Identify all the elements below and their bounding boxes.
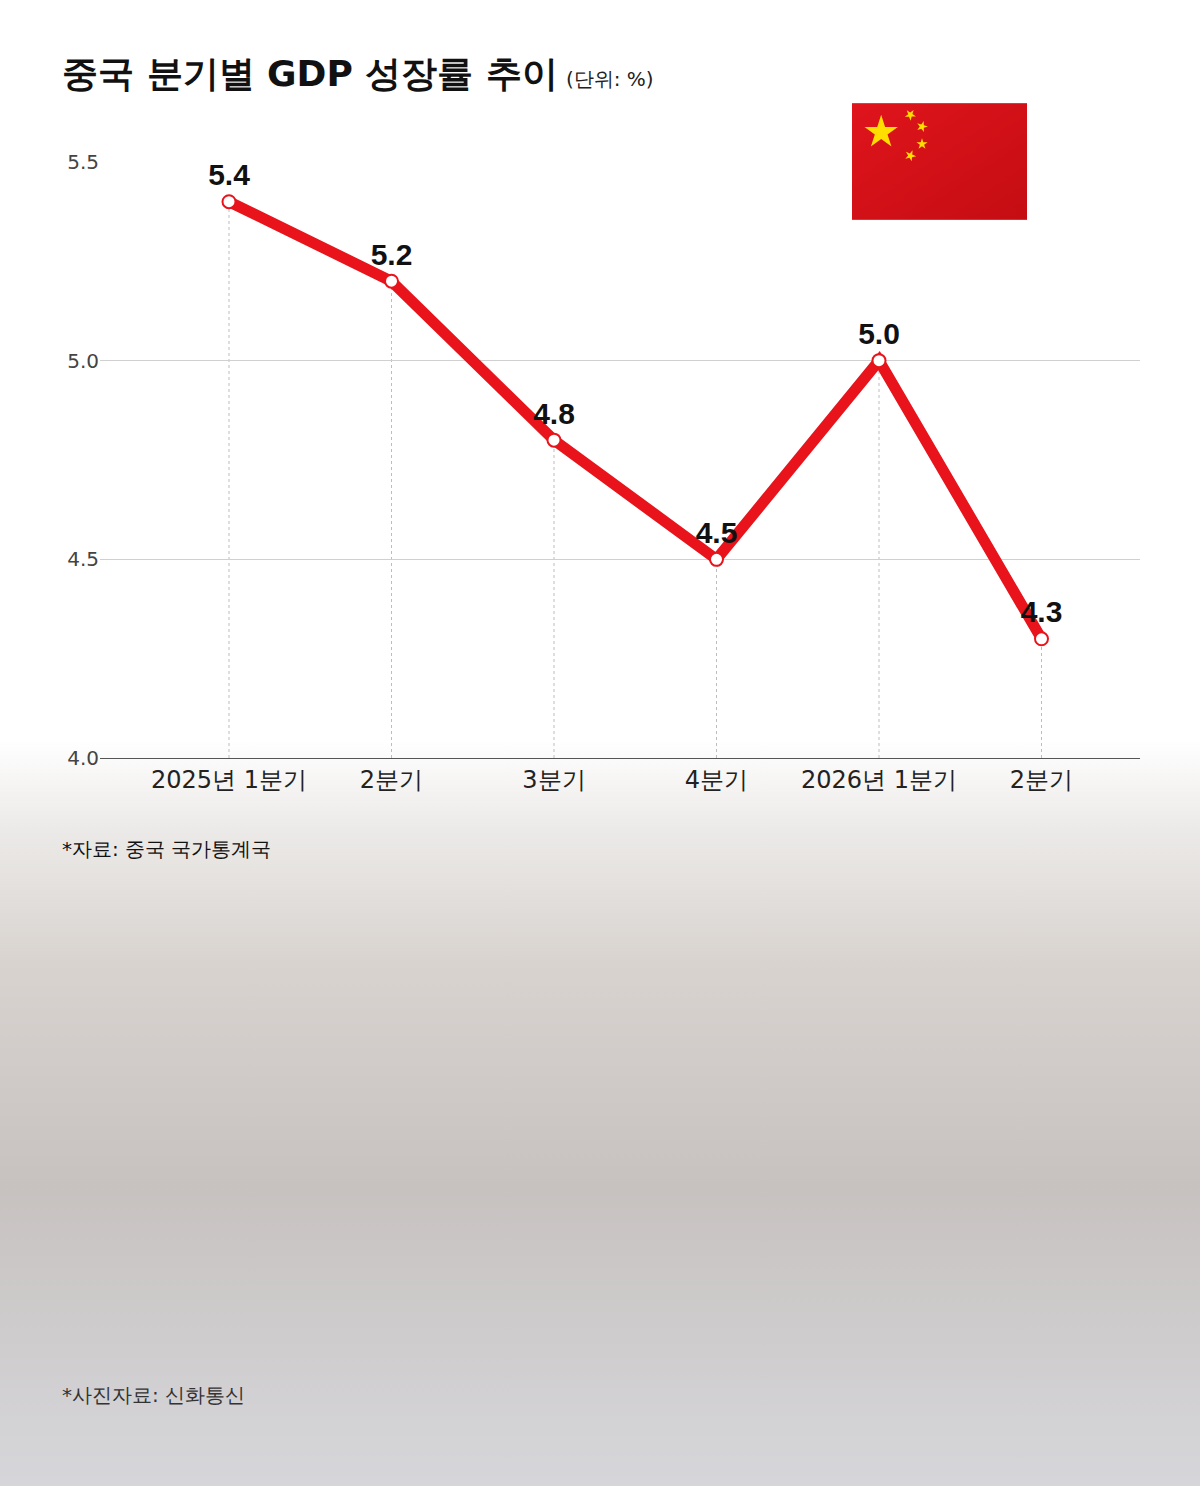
- svg-text:5.2: 5.2: [371, 238, 413, 271]
- svg-text:2026년 1분기: 2026년 1분기: [801, 766, 957, 794]
- svg-text:2분기: 2분기: [1010, 766, 1073, 794]
- svg-text:2분기: 2분기: [360, 766, 423, 794]
- svg-text:4.8: 4.8: [533, 397, 575, 430]
- html-text:중국 분기별 GDP 성장률 추이 (단위: %): 중국 분기별 GDP 성장률 추이 (단위: %): [62, 53, 654, 94]
- svg-text:4.5: 4.5: [67, 547, 99, 571]
- svg-text:4분기: 4분기: [685, 766, 748, 794]
- html-text:*자료: 중국 국가통계국: *자료: 중국 국가통계국: [62, 837, 272, 861]
- svg-text:5.0: 5.0: [858, 317, 900, 350]
- svg-text:5.0: 5.0: [67, 349, 99, 373]
- svg-text:3분기: 3분기: [522, 766, 585, 794]
- svg-text:4.0: 4.0: [67, 746, 99, 770]
- svg-text:2025년 1분기: 2025년 1분기: [151, 766, 307, 794]
- svg-text:5.4: 5.4: [208, 158, 250, 191]
- svg-text:4.5: 4.5: [696, 516, 738, 549]
- html-text:*사진자료: 신화통신: *사진자료: 신화통신: [62, 1383, 246, 1407]
- svg-text:4.3: 4.3: [1021, 595, 1063, 628]
- svg-text:5.5: 5.5: [67, 150, 99, 174]
